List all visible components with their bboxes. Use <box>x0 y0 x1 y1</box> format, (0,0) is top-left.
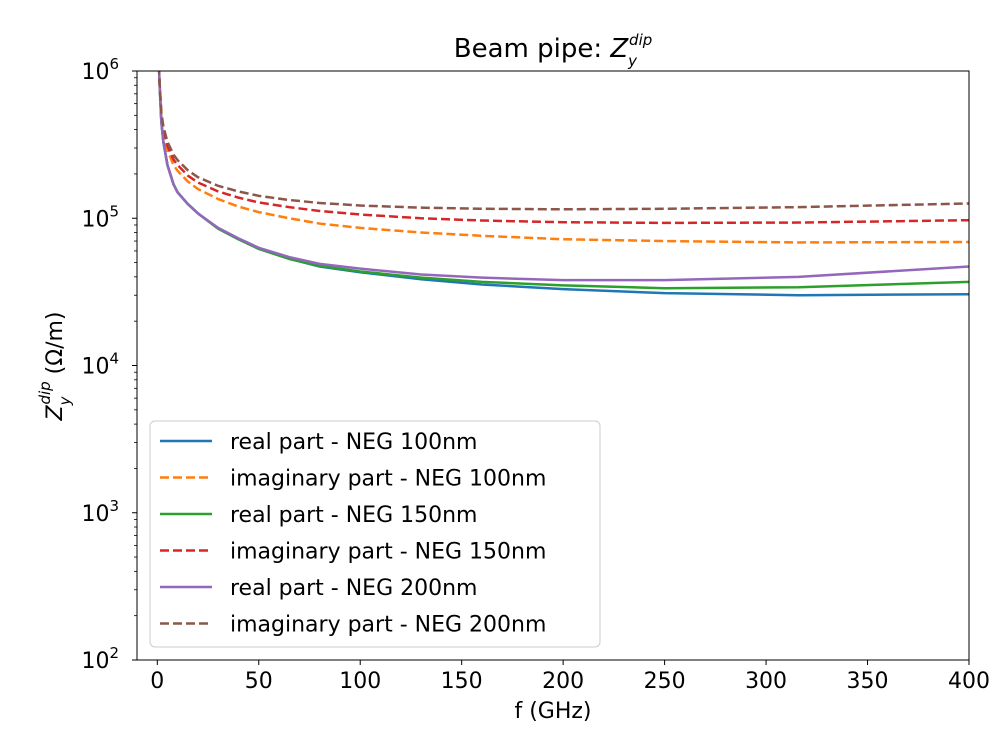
x-tick-label: 50 <box>245 669 273 694</box>
y-tick-base: 10 <box>81 207 109 232</box>
y-axis-label-unit: (Ω/m) <box>43 311 68 381</box>
series-line-3 <box>157 71 969 290</box>
chart-title: Beam pipe: Zy dip <box>454 31 653 70</box>
legend: real part - NEG 100nm imaginary part - NE… <box>149 420 601 648</box>
y-axis-label-sup: dip <box>36 381 54 404</box>
y-tick-base: 10 <box>81 649 109 674</box>
legend-label: imaginary part - NEG 100nm <box>230 467 546 492</box>
y-axis-label: Zydip (Ω/m) <box>36 311 74 421</box>
x-tick-label: 300 <box>745 669 787 694</box>
x-tick-label: 350 <box>847 669 889 694</box>
x-tick-label: 200 <box>542 669 584 694</box>
y-tick-label: 102 <box>81 644 119 674</box>
legend-box <box>149 420 601 648</box>
x-tick-label: 250 <box>644 669 686 694</box>
chart-title-sub: y <box>627 52 638 70</box>
y-tick-label: 104 <box>81 350 119 380</box>
y-tick-base: 10 <box>81 60 109 85</box>
y-axis-label-sub: y <box>56 395 74 406</box>
y-tick-base: 10 <box>81 355 109 380</box>
legend-label: real part - NEG 100nm <box>230 430 478 455</box>
x-tick-label: 100 <box>339 669 381 694</box>
y-tick-exponent: 2 <box>109 644 119 662</box>
chart-title-main: Beam pipe: <box>454 34 611 64</box>
x-tick-label: 400 <box>948 669 990 694</box>
y-tick-exponent: 6 <box>109 55 119 73</box>
chart-title-sup: dip <box>629 31 652 49</box>
legend-label: real part - NEG 150nm <box>230 503 478 528</box>
legend-label: imaginary part - NEG 200nm <box>230 613 546 638</box>
x-tick-label: 0 <box>150 669 164 694</box>
y-tick-label: 103 <box>81 497 119 527</box>
x-axis-label: f (GHz) <box>514 699 591 724</box>
y-axis-label-var: Z <box>43 405 68 422</box>
y-tick-label: 105 <box>81 202 119 232</box>
y-tick-exponent: 3 <box>109 497 119 515</box>
y-tick-exponent: 4 <box>109 350 119 368</box>
legend-label: real part - NEG 200nm <box>230 576 478 601</box>
x-axis-ticks: 0 50 100 150 200 250 300 350 400 <box>150 660 990 694</box>
y-tick-base: 10 <box>81 502 109 527</box>
x-tick-label: 150 <box>441 669 483 694</box>
legend-items: real part - NEG 100nm imaginary part - NE… <box>160 430 546 638</box>
series-line-5 <box>157 71 969 282</box>
y-tick-exponent: 5 <box>109 202 119 220</box>
series-line-6 <box>157 71 969 211</box>
legend-label: imaginary part - NEG 150nm <box>230 540 546 565</box>
series-layer <box>157 71 969 297</box>
chart-title-var: Z <box>609 34 629 64</box>
y-tick-label: 106 <box>81 55 119 85</box>
